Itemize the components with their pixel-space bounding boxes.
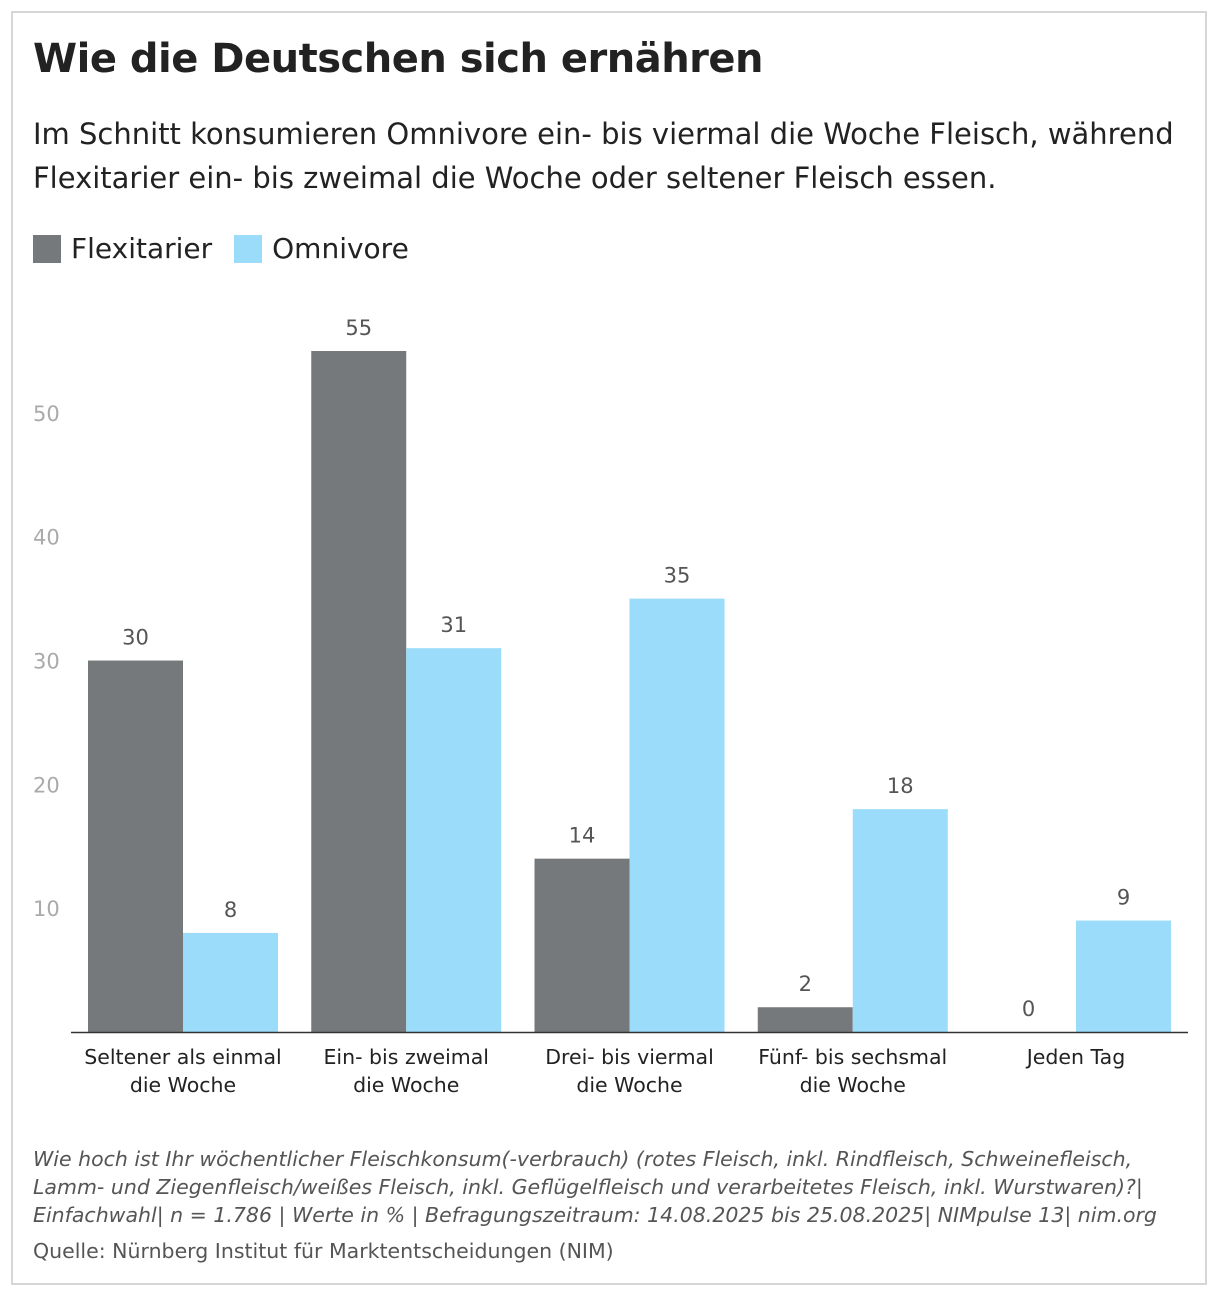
legend-swatch xyxy=(33,234,61,263)
data-label: 8 xyxy=(224,898,237,922)
data-label: 9 xyxy=(1117,886,1130,910)
chart-title: Wie die Deutschen sich ernähren xyxy=(33,36,764,82)
data-label: 55 xyxy=(345,316,372,340)
bar-omnivore xyxy=(183,932,278,1032)
footer-note: Wie hoch ist Ihr wöchentlicher Fleischko… xyxy=(33,1147,1157,1227)
x-tick-label: Drei- bis viermal xyxy=(545,1045,714,1069)
x-tick-label: Ein- bis zweimal xyxy=(323,1045,489,1069)
x-tick-label: die Woche xyxy=(800,1073,906,1097)
x-tick-label: die Woche xyxy=(353,1073,459,1097)
y-tick-label: 10 xyxy=(33,897,60,921)
bar-omnivore xyxy=(852,809,948,1032)
chart-subtitle: Im Schnitt konsumieren Omnivore ein- bis… xyxy=(33,117,1174,195)
legend-swatch xyxy=(234,234,263,263)
data-label: 35 xyxy=(664,564,691,588)
chart-frame xyxy=(11,11,1207,1285)
x-tick-label: Seltener als einmal xyxy=(84,1045,282,1069)
data-label: 18 xyxy=(887,774,914,798)
legend: Flexitarier Omnivore xyxy=(33,232,431,265)
y-tick-label: 40 xyxy=(33,526,60,550)
x-tick-label: die Woche xyxy=(130,1073,236,1097)
legend-item-flexitarier: Flexitarier xyxy=(33,232,212,265)
bar-omnivore xyxy=(1076,920,1171,1032)
legend-item-omnivore: Omnivore xyxy=(234,232,409,265)
data-label: 14 xyxy=(569,824,596,848)
x-tick-label: die Woche xyxy=(576,1073,682,1097)
bar-flexitarier xyxy=(534,858,630,1032)
bar-omnivore xyxy=(629,598,725,1032)
data-label: 2 xyxy=(799,972,812,996)
bar-omnivore xyxy=(406,648,502,1032)
source: Quelle: Nürnberg Institut für Marktentsc… xyxy=(33,1239,614,1263)
y-tick-label: 30 xyxy=(33,650,60,674)
bar-flexitarier xyxy=(311,351,407,1032)
bar-flexitarier xyxy=(88,660,183,1032)
data-label: 0 xyxy=(1022,997,1035,1021)
y-tick-label: 20 xyxy=(33,773,60,797)
data-label: 30 xyxy=(122,626,149,650)
x-tick-label: Jeden Tag xyxy=(1025,1045,1126,1069)
data-label: 31 xyxy=(440,613,467,637)
legend-label: Flexitarier xyxy=(71,232,213,265)
legend-label: Omnivore xyxy=(272,232,409,265)
y-tick-label: 50 xyxy=(33,402,60,426)
bar-flexitarier xyxy=(757,1007,853,1032)
x-tick-label: Fünf- bis sechsmal xyxy=(758,1045,947,1069)
